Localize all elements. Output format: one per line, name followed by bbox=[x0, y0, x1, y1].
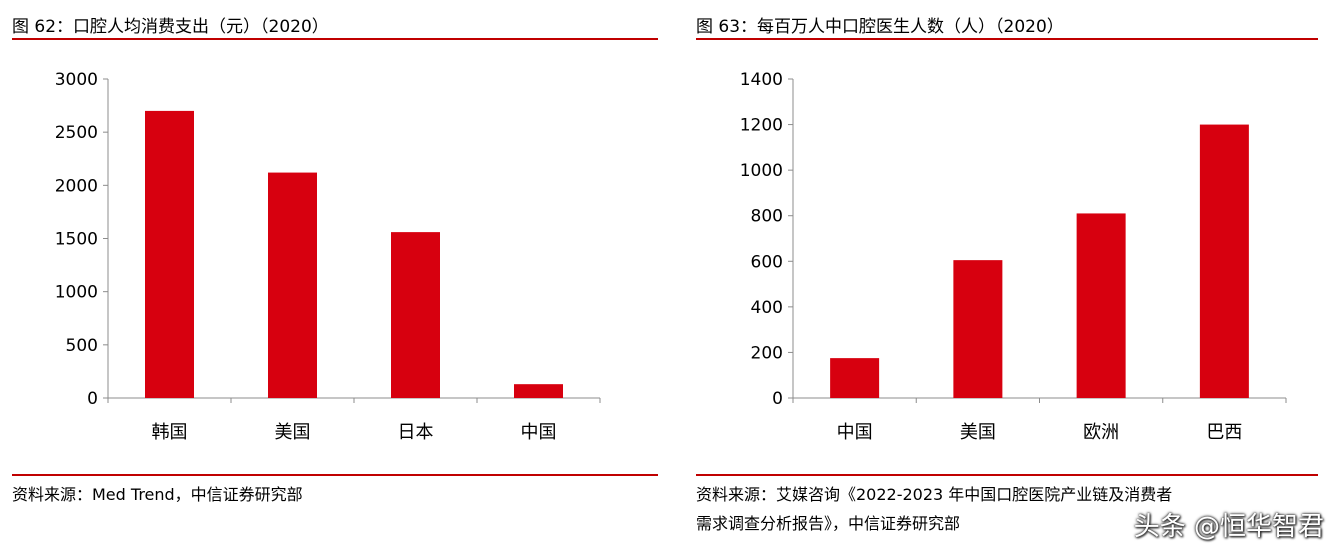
bar-韩国 bbox=[145, 110, 194, 399]
source-note-left: 资料来源：Med Trend，中信证券研究部 bbox=[12, 485, 303, 504]
chart-title-right: 图 63：每百万人中口腔医生人数（人）（2020） bbox=[696, 17, 1064, 37]
bar-日本 bbox=[391, 232, 440, 398]
source-rule-left bbox=[12, 474, 658, 476]
y-tick-label: 0 bbox=[772, 389, 783, 409]
bar-美国 bbox=[268, 172, 317, 398]
bar-巴西 bbox=[1199, 124, 1249, 399]
x-category-label: 巴西 bbox=[1206, 422, 1242, 443]
x-category-label: 欧洲 bbox=[1083, 422, 1119, 443]
x-category-label: 美国 bbox=[275, 422, 311, 443]
x-category-label: 日本 bbox=[398, 422, 434, 443]
y-tick-label: 400 bbox=[751, 298, 783, 318]
title-rule-left bbox=[12, 38, 658, 40]
y-tick-label: 0 bbox=[87, 389, 98, 409]
watermark: 头条 @恒华智君 bbox=[1133, 512, 1324, 542]
bar-美国 bbox=[953, 260, 1003, 398]
bar-中国 bbox=[514, 384, 563, 398]
x-category-label: 韩国 bbox=[152, 422, 188, 443]
chart-title-left: 图 62：口腔人均消费支出（元）（2020） bbox=[12, 17, 329, 37]
bar-chart-right: 0 200 400 600 800 1000 1200 1400 中国 美国 欧洲 巴西 bbox=[740, 70, 1287, 443]
y-tick-label: 1200 bbox=[740, 116, 783, 136]
x-category-label: 美国 bbox=[960, 422, 996, 443]
y-tick-label: 800 bbox=[751, 207, 783, 227]
y-tick-label: 3000 bbox=[55, 70, 98, 90]
y-tick-label: 500 bbox=[66, 336, 98, 356]
y-tick-label: 600 bbox=[751, 252, 783, 272]
x-category-label: 中国 bbox=[837, 422, 873, 443]
x-category-label: 中国 bbox=[521, 422, 557, 443]
y-tick-label: 200 bbox=[751, 343, 783, 363]
y-tick-label: 1000 bbox=[740, 161, 783, 181]
bar-chart-left: 0 500 1000 1500 2000 2500 3000 韩国 美国 日本 中国 bbox=[55, 70, 601, 443]
title-rule-right bbox=[696, 38, 1318, 40]
source-note-right-line1: 资料来源：艾媒咨询《2022-2023 年中国口腔医院产业链及消费者 bbox=[696, 485, 1173, 504]
source-rule-right bbox=[696, 474, 1318, 476]
y-tick-label: 2500 bbox=[55, 123, 98, 143]
bar-欧洲 bbox=[1076, 213, 1126, 398]
y-tick-label: 1500 bbox=[55, 230, 98, 250]
y-tick-label: 1000 bbox=[55, 283, 98, 303]
source-note-right-line2: 需求调查分析报告》，中信证券研究部 bbox=[696, 514, 961, 533]
y-tick-label: 1400 bbox=[740, 70, 783, 90]
bar-中国 bbox=[830, 358, 880, 398]
y-tick-label: 2000 bbox=[55, 176, 98, 196]
